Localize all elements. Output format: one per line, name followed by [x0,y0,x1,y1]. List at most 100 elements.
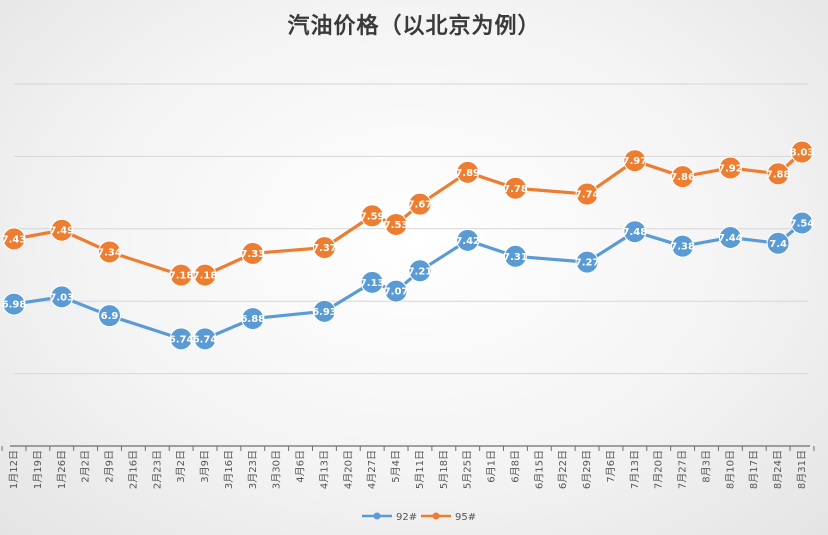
data-point[interactable] [671,165,695,189]
data-point[interactable] [169,327,193,351]
data-point[interactable] [503,244,527,268]
data-point[interactable] [718,156,742,180]
data-point[interactable] [2,292,26,316]
data-point[interactable] [360,270,384,294]
x-tick-label: 1月12日 [8,450,20,489]
data-label: 7.97 [623,156,648,167]
data-label: 7.34 [97,247,122,258]
data-label: 7.53 [384,220,409,231]
series-layer: 6.987.036.96.74 6.746.886.937.137.077.217… [2,140,815,351]
data-point[interactable] [2,227,26,251]
legend-label: 95# [455,512,476,523]
data-point[interactable] [456,228,480,252]
legend-item[interactable]: 95# [421,512,476,523]
x-axis: 1月12日 1月19日 1月26日 2月2日 2月9日 2月16日 2月23日 3月2日 3月9… [1,445,815,489]
x-tick-label: 6月29日 [581,450,593,489]
legend-marker [432,512,440,520]
chart-title: 汽油价格（以北京为例） [287,14,541,39]
x-tick-label: 1月19日 [32,450,44,489]
data-label: 7.54 [790,219,815,230]
x-tick-label: 2月23日 [151,450,163,489]
data-point[interactable] [766,162,790,186]
data-label: 7.31 [503,252,528,263]
data-point[interactable] [241,241,265,265]
data-point[interactable] [718,225,742,249]
data-label: 7.27 [575,258,600,269]
x-tick-label: 5月4日 [390,450,402,483]
data-label: 6.98 [2,300,27,311]
x-tick-label: 6月15日 [533,450,545,489]
data-point[interactable] [408,192,432,216]
data-label: 7.88 [766,169,791,180]
data-point[interactable] [671,234,695,258]
data-point[interactable] [193,263,217,287]
data-point[interactable] [623,220,647,244]
data-point[interactable] [98,304,122,328]
data-point[interactable] [575,250,599,274]
x-tick-label: 7月13日 [629,450,641,489]
data-point[interactable] [384,279,408,303]
data-point[interactable] [360,204,384,228]
data-point[interactable] [623,149,647,173]
x-tick-label: 4月27日 [366,450,378,489]
data-label: 7.43 [2,234,27,245]
x-tick-label: 4月6日 [295,450,307,483]
x-tick-label: 8月17日 [748,450,760,489]
data-point[interactable] [50,218,74,242]
data-label: 7.38 [670,242,695,253]
data-label: 6.88 [240,314,265,325]
data-label: 7.18 [169,271,194,282]
legend-item[interactable]: 92# [362,512,417,523]
x-tick-label: 3月23日 [247,450,259,489]
data-point[interactable] [169,263,193,287]
data-label: 7.18 [193,271,218,282]
data-label: 7.33 [240,249,265,260]
data-point[interactable] [384,212,408,236]
data-label: 7.74 [575,190,600,201]
x-tick-label: 8月31日 [796,450,808,489]
data-point[interactable] [790,140,814,164]
x-tick-label: 7月6日 [605,450,617,483]
x-tick-label: 8月24日 [772,450,784,489]
x-tick-label: 6月22日 [557,450,569,489]
x-tick-label: 7月20日 [653,450,665,489]
x-tick-label: 4月20日 [342,450,354,489]
x-tick-label: 6月8日 [509,450,521,483]
x-tick-label: 5月18日 [438,450,450,489]
x-tick-label: 3月16日 [223,450,235,489]
data-label: 7.21 [408,266,433,277]
data-point[interactable] [241,307,265,331]
data-point[interactable] [766,231,790,255]
data-point[interactable] [50,285,74,309]
data-label: 7.44 [718,233,743,244]
data-label: 7.89 [455,168,480,179]
data-label: 7.92 [718,163,743,174]
x-tick-label: 3月9日 [199,450,211,483]
data-point[interactable] [575,182,599,206]
legend[interactable]: 92# 95# [362,512,476,523]
data-label: 7.78 [503,184,528,195]
data-point[interactable] [312,236,336,260]
data-point[interactable] [408,259,432,283]
data-label: 7.49 [49,226,74,237]
series-92: 6.98 7.03 6.9 6.74 6.74 6.88 6.93 7.137.07 7.21 7… [2,211,815,351]
data-label: 7.42 [455,236,480,247]
data-point[interactable] [98,240,122,264]
data-point[interactable] [790,211,814,235]
x-tick-label: 2月9日 [104,450,116,483]
x-tick-label: 5月11日 [414,450,426,489]
data-label: 6.9 [101,311,119,322]
data-label: 7.37 [312,243,337,254]
data-point[interactable] [193,327,217,351]
data-point[interactable] [456,160,480,184]
legend-marker [373,512,381,520]
data-point[interactable] [503,176,527,200]
data-point[interactable] [312,299,336,323]
x-tick-label: 1月26日 [56,450,68,489]
x-tick-label: 3月2日 [175,450,187,483]
x-tick-label: 4月13日 [318,450,330,489]
data-label: 6.74 [193,334,218,345]
data-label: 7.86 [670,172,695,183]
x-tick-label: 3月30日 [271,450,283,489]
